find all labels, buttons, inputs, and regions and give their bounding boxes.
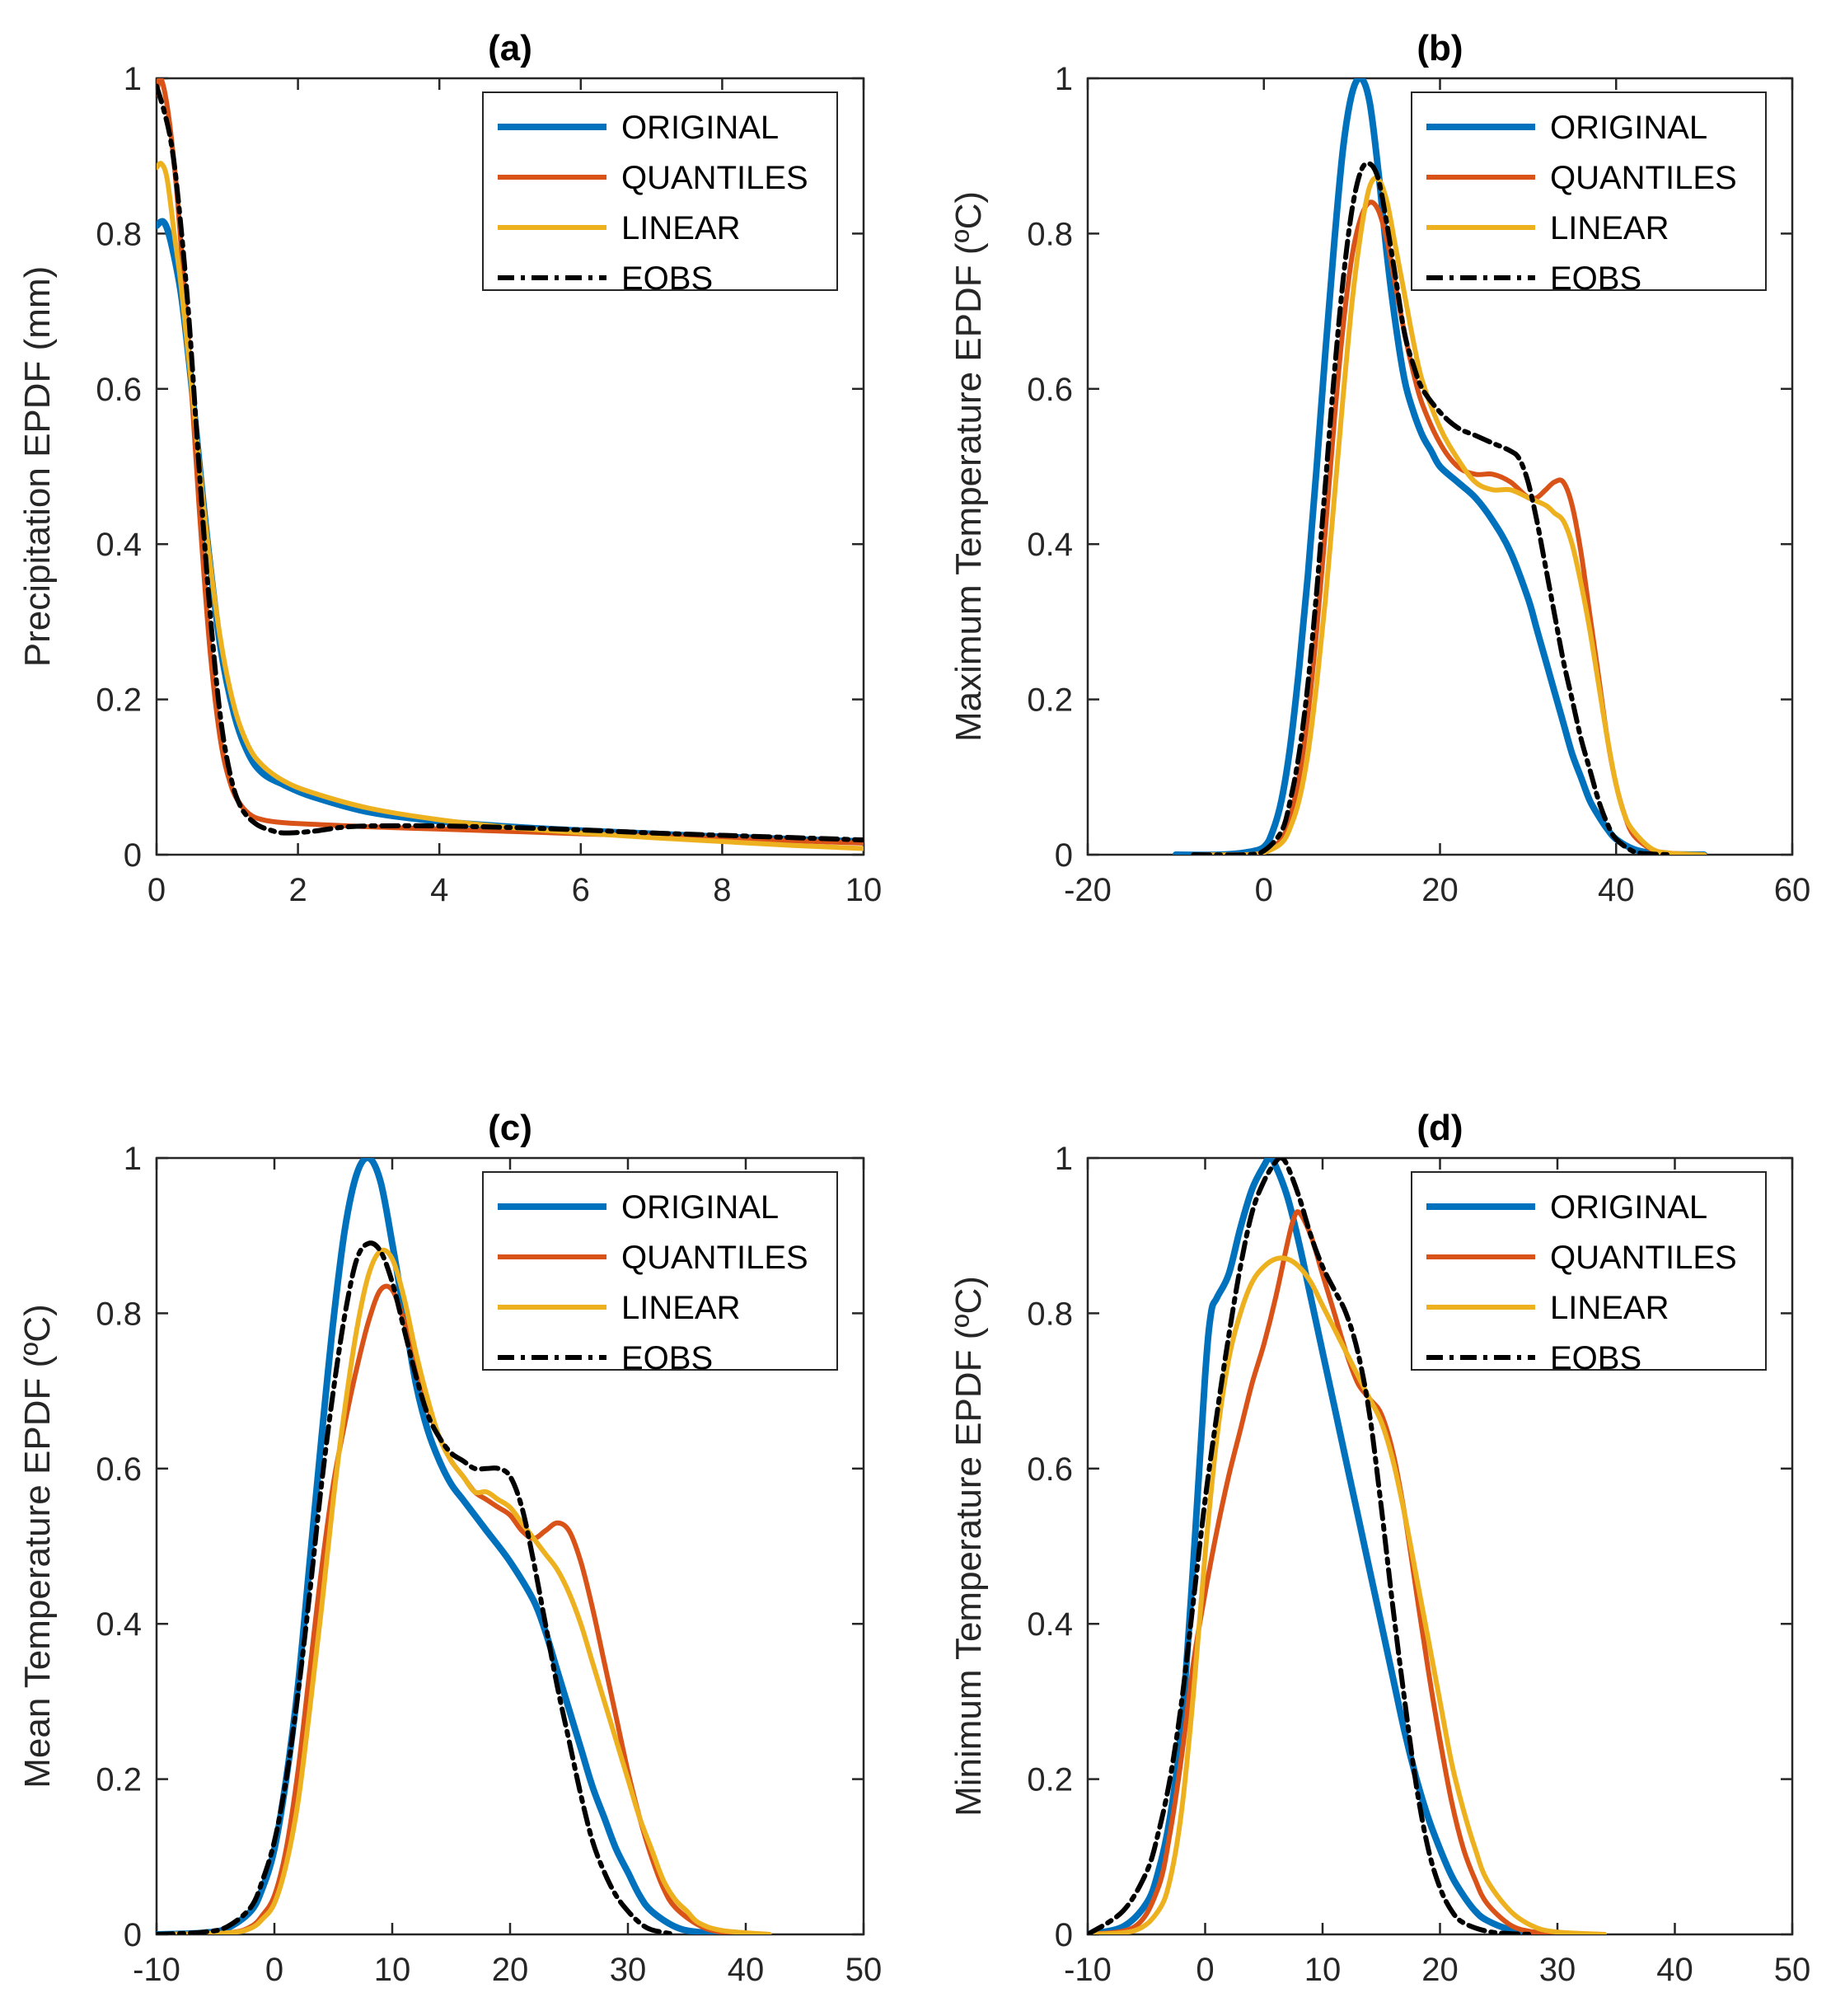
y-tick-label: 0.8 [1027, 216, 1073, 252]
y-tick-label: 0.4 [96, 1606, 142, 1643]
legend-label-quantiles: QUANTILES [621, 1240, 808, 1276]
legend: ORIGINAL QUANTILES LINEAR EOBS [1411, 91, 1767, 297]
y-tick-label: 0.2 [1027, 682, 1073, 719]
x-tick-label: 30 [1539, 1952, 1576, 1988]
x-tick-label: 50 [845, 1952, 883, 1988]
y-tick-label: 0.6 [1027, 1451, 1073, 1488]
series-line-eobs [157, 1240, 678, 1934]
legend-label-original: ORIGINAL [621, 110, 779, 146]
x-tick-label: 10 [845, 872, 883, 908]
y-tick-label: 0.4 [96, 527, 142, 563]
series-line-eobs [1088, 1158, 1537, 1934]
legend-label-original: ORIGINAL [1550, 110, 1707, 146]
x-tick-label: 6 [572, 872, 590, 908]
x-tick-label: 20 [492, 1952, 529, 1988]
x-tick-label: 20 [1421, 1952, 1459, 1988]
y-tick-label: 1 [1055, 61, 1073, 97]
panel-title: (c) [488, 1108, 532, 1148]
series-line-linear [157, 161, 864, 851]
y-tick-label: 0.8 [96, 1296, 142, 1332]
x-tick-label: 0 [148, 872, 166, 908]
x-tick-label: 20 [1421, 872, 1459, 908]
series-line-linear [1088, 1255, 1607, 1934]
y-tick-label: 0.4 [1027, 1606, 1073, 1643]
y-tick-label: 0 [1055, 837, 1073, 874]
series-line-original [157, 218, 864, 845]
legend: ORIGINAL QUANTILES LINEAR EOBS [1411, 1171, 1767, 1376]
y-tick-label: 0.6 [1027, 372, 1073, 408]
legend-label-linear: LINEAR [621, 1290, 741, 1326]
legend-label-quantiles: QUANTILES [1550, 160, 1737, 196]
x-tick-label: 40 [1598, 872, 1635, 908]
x-tick-label: 30 [610, 1952, 647, 1988]
x-tick-label: 60 [1774, 872, 1811, 908]
x-tick-label: 40 [1656, 1952, 1693, 1988]
y-tick-label: 1 [1055, 1141, 1073, 1177]
y-tick-label: 0.6 [96, 372, 142, 408]
x-tick-label: -10 [1064, 1952, 1112, 1988]
legend-label-linear: LINEAR [1550, 1290, 1669, 1326]
y-tick-label: 0.4 [1027, 527, 1073, 563]
y-tick-label: 0 [124, 837, 142, 874]
legend-label-original: ORIGINAL [1550, 1189, 1707, 1226]
legend-label-eobs: EOBS [1550, 260, 1641, 297]
series-group [1088, 1158, 1607, 1934]
series-line-linear [1191, 176, 1707, 855]
axes-box [155, 77, 865, 856]
y-axis-label: Maximum Temperature EPDF (ºC) [948, 191, 989, 742]
legend-label-eobs: EOBS [621, 260, 713, 297]
y-tick-label: 1 [124, 1141, 142, 1177]
y-axis-label: Minimum Temperature EPDF (ºC) [948, 1276, 989, 1817]
x-tick-label: 8 [713, 872, 731, 908]
legend-label-original: ORIGINAL [621, 1189, 779, 1226]
series-line-quantiles [157, 1283, 772, 1934]
x-tick-label: 4 [430, 872, 448, 908]
y-tick-label: 1 [124, 61, 142, 97]
x-tick-label: 40 [728, 1952, 765, 1988]
y-tick-label: 0 [1055, 1917, 1073, 1953]
legend: ORIGINAL QUANTILES LINEAR EOBS [482, 1171, 838, 1376]
series-group [1172, 78, 1708, 855]
x-tick-label: -10 [133, 1952, 180, 1988]
x-tick-label: 50 [1774, 1952, 1811, 1988]
x-tick-label: 0 [1255, 872, 1273, 908]
x-tick-label: 0 [1196, 1952, 1214, 1988]
legend: ORIGINAL QUANTILES LINEAR EOBS [482, 91, 838, 297]
x-tick-label: 10 [1304, 1952, 1342, 1988]
y-tick-label: 0.2 [96, 682, 142, 719]
series-line-linear [157, 1247, 772, 1934]
series-line-original [1172, 78, 1708, 855]
y-tick-label: 0.2 [96, 1762, 142, 1798]
y-tick-label: 0.8 [96, 216, 142, 252]
x-tick-label: 0 [265, 1952, 283, 1988]
panel-title: (b) [1417, 28, 1463, 68]
y-tick-label: 0.6 [96, 1451, 142, 1488]
x-tick-label: -20 [1064, 872, 1112, 908]
legend-label-quantiles: QUANTILES [621, 160, 808, 196]
y-tick-label: 0 [124, 1917, 142, 1953]
y-axis-label: Precipitation EPDF (mm) [17, 266, 58, 668]
series-group [157, 78, 864, 851]
y-tick-label: 0.2 [1027, 1762, 1073, 1798]
series-line-quantiles [1191, 199, 1707, 855]
legend-label-eobs: EOBS [1550, 1340, 1641, 1376]
series-group [157, 1158, 772, 1934]
panel-a: 0 2 4 6 8 10 0 0.2 0.4 0.6 0.8 1 (a) Precipitation EP… [17, 28, 882, 908]
panel-title: (d) [1417, 1108, 1463, 1148]
series-line-eobs [1191, 161, 1672, 855]
legend-label-eobs: EOBS [621, 1340, 713, 1376]
series-line-eobs [157, 83, 864, 843]
x-tick-label: 10 [374, 1952, 411, 1988]
x-tick-label: 2 [288, 872, 307, 908]
legend-label-quantiles: QUANTILES [1550, 1240, 1737, 1276]
legend-label-linear: LINEAR [1550, 210, 1669, 246]
legend-label-linear: LINEAR [621, 210, 741, 246]
y-axis-label: Mean Temperature EPDF (ºC) [17, 1304, 58, 1788]
panel-title: (a) [488, 28, 532, 68]
y-tick-label: 0.8 [1027, 1296, 1073, 1332]
